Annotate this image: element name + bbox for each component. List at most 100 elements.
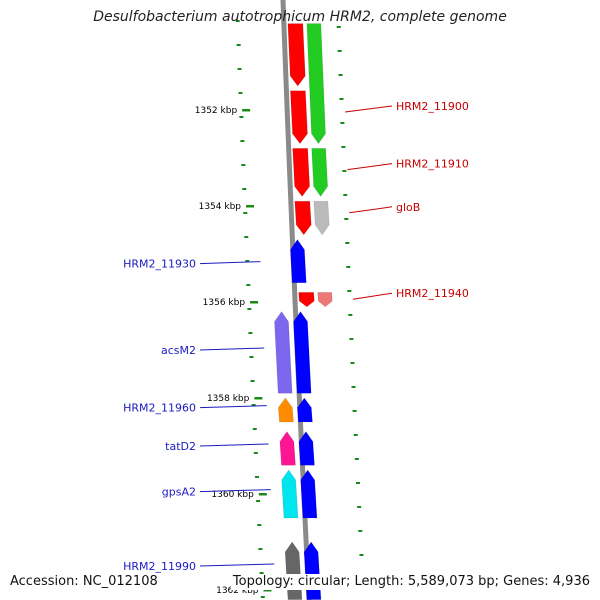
inner-tick xyxy=(260,596,265,598)
outer-tick xyxy=(340,122,345,124)
outer-tick xyxy=(342,170,347,172)
outer-tick xyxy=(346,266,351,268)
label-leader xyxy=(199,261,261,265)
outer-tick xyxy=(339,98,344,100)
inner-tick xyxy=(253,452,258,454)
gene-arrow xyxy=(290,90,308,145)
gene-arrow xyxy=(294,200,312,236)
topology-label: Topology: circular; Length: 5,589,073 bp… xyxy=(230,574,592,590)
outer-tick xyxy=(350,362,355,364)
gene-label-left: HRM2_11990 xyxy=(123,560,196,573)
inner-tick xyxy=(252,428,257,430)
gene-arrow xyxy=(279,431,296,466)
tick-label: 1358 kbp xyxy=(207,394,250,404)
map-title: Desulfobacterium autotrophicum HRM2, com… xyxy=(93,9,507,25)
inner-tick xyxy=(256,500,261,502)
inner-tick xyxy=(236,44,241,46)
gene-arrow xyxy=(287,23,306,87)
inner-tick xyxy=(251,404,256,406)
inner-tick xyxy=(246,284,251,286)
major-tick xyxy=(242,109,251,112)
gene-label-right: HRM2_11900 xyxy=(396,100,469,113)
outer-tick xyxy=(355,482,360,484)
outer-tick xyxy=(354,458,359,460)
accession-label: Accession: NC_012108 xyxy=(8,574,160,590)
major-tick xyxy=(258,493,267,496)
outer-tick xyxy=(353,434,358,436)
outer-tick xyxy=(351,386,356,388)
gene-arrow xyxy=(293,311,312,394)
gene-arrow xyxy=(290,239,307,284)
inner-tick xyxy=(243,212,248,214)
gene-label-left: gpsA2 xyxy=(162,486,196,499)
label-leader xyxy=(349,206,393,214)
gene-arrow xyxy=(281,469,299,519)
gene-arrow xyxy=(298,431,315,466)
inner-tick xyxy=(254,476,259,478)
label-leader xyxy=(199,405,267,409)
gene-arrow xyxy=(292,148,310,197)
label-leader xyxy=(347,163,393,171)
outer-tick xyxy=(341,146,346,148)
inner-tick xyxy=(250,380,255,382)
inner-tick xyxy=(258,548,263,550)
inner-tick xyxy=(248,332,253,334)
inner-tick xyxy=(247,308,252,310)
label-leader xyxy=(199,563,275,567)
major-tick xyxy=(246,205,255,208)
tick-label: 1352 kbp xyxy=(195,106,238,116)
gene-arrow xyxy=(278,397,294,423)
gene-label-left: tatD2 xyxy=(165,440,196,453)
gene-arrow xyxy=(303,541,322,600)
gene-label-left: HRM2_11960 xyxy=(123,402,196,415)
gene-label-left: HRM2_11930 xyxy=(123,258,196,271)
gene-arrow xyxy=(306,23,326,145)
label-leader xyxy=(352,292,393,300)
gene-arrow xyxy=(284,541,303,600)
gene-arrow xyxy=(317,292,333,308)
outer-tick xyxy=(344,218,349,220)
label-leader xyxy=(199,443,269,447)
inner-tick xyxy=(239,116,244,118)
outer-tick xyxy=(357,506,362,508)
gene-arrow xyxy=(313,200,330,236)
gene-label-right: gloB xyxy=(396,201,420,214)
inner-tick xyxy=(244,236,249,238)
inner-tick xyxy=(235,20,240,22)
inner-tick xyxy=(240,140,245,142)
outer-tick xyxy=(352,410,357,412)
gene-arrow xyxy=(300,469,318,519)
label-leader xyxy=(199,489,271,493)
tick-label: 1356 kbp xyxy=(203,298,246,308)
gene-arrow xyxy=(274,311,293,394)
major-tick xyxy=(250,301,259,304)
inner-tick xyxy=(245,260,250,262)
gene-arrow xyxy=(297,397,313,423)
inner-tick xyxy=(237,68,242,70)
outer-tick xyxy=(347,290,352,292)
inner-tick xyxy=(241,164,246,166)
inner-tick xyxy=(257,524,262,526)
gene-arrow xyxy=(298,292,315,308)
outer-tick xyxy=(338,74,343,76)
gene-label-left: acsM2 xyxy=(161,344,196,357)
outer-tick xyxy=(343,194,348,196)
tick-label: 1354 kbp xyxy=(199,202,242,212)
inner-tick xyxy=(259,572,264,574)
label-leader xyxy=(199,347,265,351)
outer-tick xyxy=(359,554,364,556)
outer-tick xyxy=(349,338,354,340)
outer-tick xyxy=(358,530,363,532)
gene-label-right: HRM2_11910 xyxy=(396,158,469,171)
outer-tick xyxy=(348,314,353,316)
label-leader xyxy=(345,105,393,113)
inner-tick xyxy=(249,356,254,358)
outer-tick xyxy=(337,50,342,52)
outer-tick xyxy=(336,26,341,28)
inner-tick xyxy=(238,92,243,94)
gene-arrow xyxy=(311,148,328,197)
tick-label: 1360 kbp xyxy=(211,490,254,500)
tick-label: 1362 kbp xyxy=(216,586,259,596)
inner-tick xyxy=(242,188,247,190)
